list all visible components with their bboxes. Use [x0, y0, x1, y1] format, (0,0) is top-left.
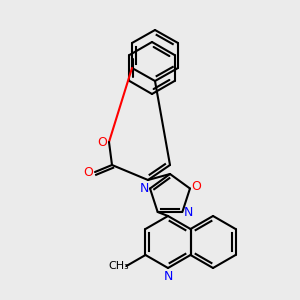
- Text: N: N: [184, 206, 193, 220]
- Text: CH₃: CH₃: [108, 261, 129, 271]
- Text: O: O: [191, 180, 201, 193]
- Text: N: N: [139, 182, 149, 195]
- Text: N: N: [163, 269, 173, 283]
- Text: O: O: [97, 136, 107, 148]
- Text: O: O: [83, 166, 93, 178]
